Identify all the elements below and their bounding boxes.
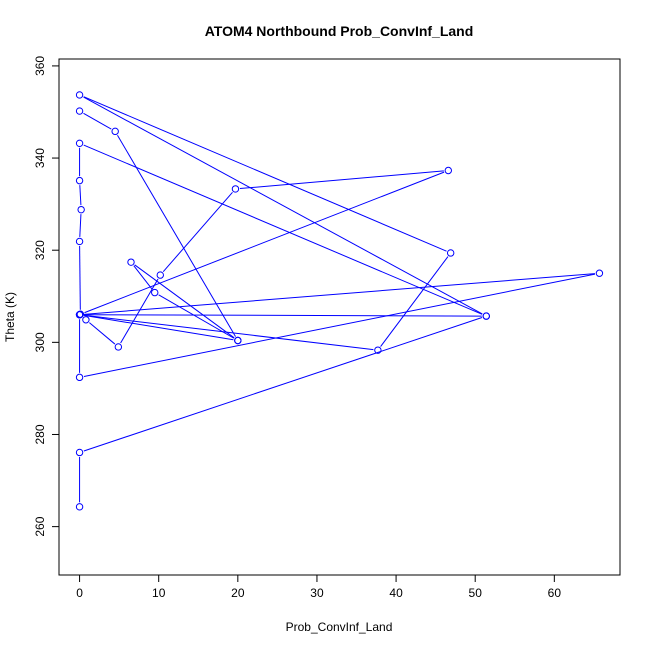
data-point [156, 271, 164, 279]
series-segment [83, 144, 483, 315]
series-segment [117, 134, 236, 337]
y-tick-label: 260 [33, 516, 47, 536]
series [75, 91, 604, 511]
x-tick-label: 0 [76, 586, 83, 600]
series-segment [239, 170, 444, 190]
x-tick-label: 60 [548, 586, 562, 600]
data-point [595, 269, 604, 277]
series-segment [89, 322, 116, 345]
data-point [231, 185, 240, 193]
series-layer [75, 91, 604, 511]
x-axis-label: Prob_ConvInf_Land [286, 620, 393, 634]
data-point [75, 107, 84, 115]
y-axis-label: Theta (K) [3, 292, 17, 342]
y-tick-label: 300 [33, 332, 47, 352]
data-point [75, 176, 84, 185]
series-segment [83, 317, 483, 452]
series-segment [120, 278, 159, 344]
series-segment [79, 214, 82, 237]
series-segment [84, 314, 482, 317]
data-point [75, 448, 84, 457]
series-segment [84, 171, 445, 314]
data-point [446, 249, 455, 257]
x-axis: 0 10 20 30 40 50 60 [76, 574, 562, 600]
series-segment [84, 273, 595, 315]
x-tick-label: 50 [469, 586, 483, 600]
y-tick-label: 320 [33, 240, 47, 260]
data-point [114, 343, 123, 351]
series-segment [83, 314, 234, 341]
data-point [75, 91, 84, 99]
x-tick-label: 30 [310, 586, 324, 600]
series-segment [79, 185, 82, 206]
y-tick-label: 340 [33, 148, 47, 168]
data-point [151, 288, 159, 297]
x-tick-label: 40 [389, 586, 403, 600]
series-segment [133, 265, 153, 290]
data-point [75, 139, 84, 148]
data-point [374, 346, 382, 354]
series-segment [83, 96, 483, 315]
chart-title: ATOM4 Northbound Prob_ConvInf_Land [205, 23, 474, 39]
series-segment [380, 256, 449, 347]
series-segment [83, 112, 112, 130]
series-segment [83, 96, 447, 252]
data-point [127, 258, 135, 266]
series-segment [158, 294, 235, 339]
data-point [75, 373, 84, 382]
data-point [111, 127, 119, 136]
series-segment [162, 191, 233, 273]
y-tick-label: 360 [33, 56, 47, 76]
series-segment [83, 314, 374, 351]
data-point [75, 503, 84, 511]
data-point [482, 312, 490, 320]
series-segment [134, 264, 235, 339]
data-point [75, 237, 84, 246]
x-tick-label: 10 [152, 586, 166, 600]
data-point [75, 310, 84, 319]
y-axis: 260 280 300 320 340 360 [33, 56, 60, 537]
data-point [234, 336, 242, 345]
data-point [444, 166, 452, 175]
data-point [82, 316, 90, 324]
y-tick-label: 280 [33, 424, 47, 444]
data-point [77, 205, 85, 214]
series-segment [83, 273, 596, 377]
series-segment [79, 245, 81, 310]
x-tick-label: 20 [231, 586, 245, 600]
